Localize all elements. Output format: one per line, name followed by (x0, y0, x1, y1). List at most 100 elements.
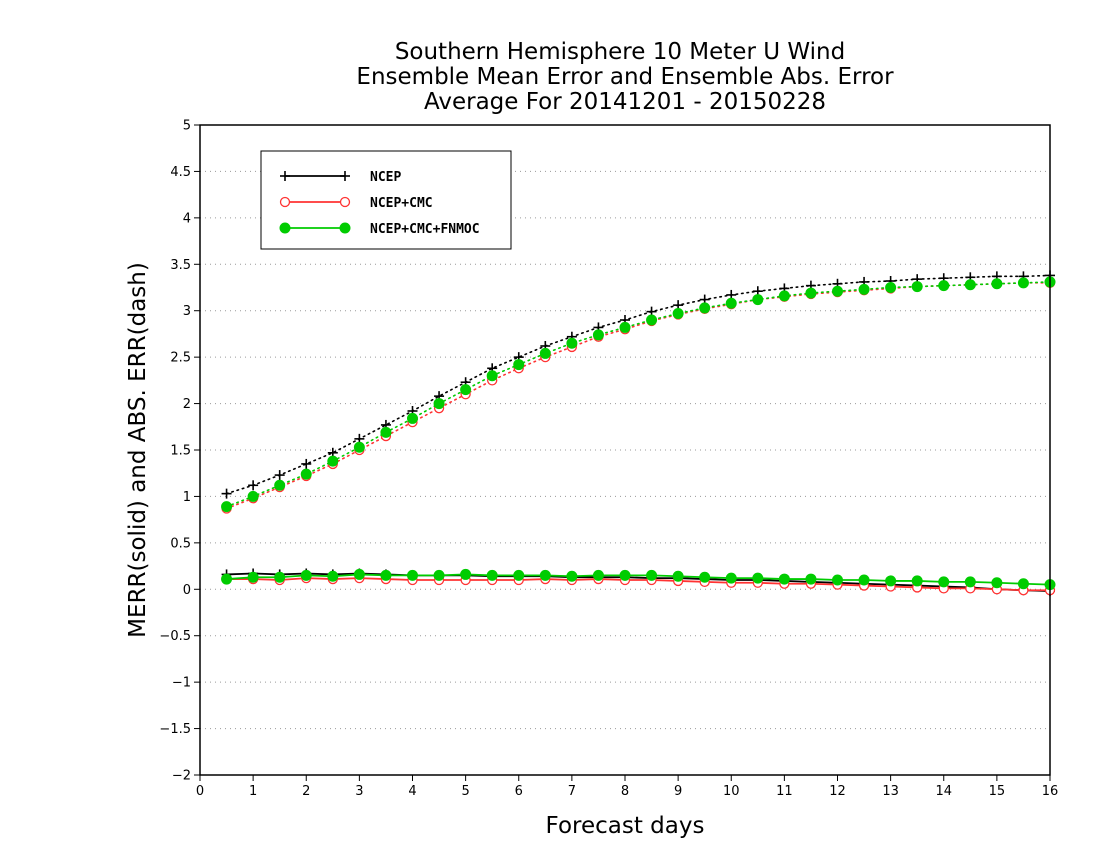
chart-title: Southern Hemisphere 10 Meter U Wind Ense… (356, 39, 894, 115)
abs-error-point (832, 285, 843, 297)
legend-item: NCEP+CMC+FNMOC (279, 222, 480, 237)
abs-error-point (592, 329, 604, 341)
mean-error-point (832, 574, 843, 586)
abs-error-point (380, 426, 392, 438)
mean-error-point (752, 572, 764, 584)
mean-error-point (646, 569, 658, 581)
y-tick-label: −0.5 (159, 629, 191, 644)
mean-error-point (274, 571, 286, 583)
mean-error-point (300, 569, 312, 581)
y-tick-label: 0 (183, 583, 191, 598)
y-tick-label: 4.5 (170, 165, 191, 180)
x-tick-label: 5 (461, 784, 469, 799)
abs-error-point (672, 308, 684, 319)
abs-error-point (646, 314, 658, 326)
legend-label: NCEP+CMC+FNMOC (370, 222, 480, 237)
legend-marker (280, 171, 290, 181)
mean-error-point (672, 570, 684, 582)
mean-error-point (885, 575, 897, 587)
abs-error-point (1017, 277, 1029, 289)
y-tick-label: 2.5 (170, 351, 191, 366)
legend-item: NCEP (280, 170, 401, 185)
series-ncep-cmc (221, 277, 1056, 596)
x-tick-label: 2 (302, 784, 310, 799)
x-tick-label: 12 (829, 784, 846, 799)
y-tick-label: −1 (172, 676, 191, 691)
x-tick-label: 9 (674, 784, 682, 799)
legend-marker (340, 171, 350, 181)
mean-error-point (938, 576, 950, 588)
y-tick-label: 0.5 (170, 536, 191, 551)
x-tick-label: 15 (989, 784, 1006, 799)
abs-error-point (725, 297, 737, 309)
y-tick-label: 3.5 (170, 258, 191, 273)
y-tick-label: −1.5 (159, 722, 191, 737)
legend-label: NCEP+CMC (370, 196, 433, 211)
mean-error-point (433, 569, 445, 581)
abs-error-point (938, 280, 950, 292)
mean-error-point (805, 573, 817, 585)
abs-error-point (301, 458, 312, 469)
mean-error-point (725, 572, 737, 584)
abs-error-point (327, 455, 339, 467)
mean-error-point (592, 569, 604, 581)
grid (200, 170, 1050, 730)
mean-error-point (619, 569, 631, 581)
abs-error-point (964, 279, 976, 291)
mean-error-point (699, 571, 711, 583)
abs-error-point (885, 282, 897, 293)
abs-error-point (513, 359, 525, 371)
mean-error-point (327, 570, 339, 582)
abs-error-point (353, 441, 365, 453)
legend-marker (279, 196, 291, 208)
y-tick-label: 3 (183, 304, 191, 319)
abs-error-point (911, 281, 923, 293)
x-tick-label: 4 (408, 784, 416, 799)
abs-error-point (274, 470, 285, 481)
abs-error-point (407, 412, 418, 424)
x-tick-label: 16 (1042, 784, 1059, 799)
y-axis-title: MERR(solid) and ABS. ERR(dash) (125, 262, 151, 638)
x-axis-title: Forecast days (546, 813, 705, 839)
mean-error-point (353, 568, 365, 580)
abs-error-point (539, 347, 551, 359)
legend-marker (339, 196, 351, 208)
y-tick-label: 5 (183, 119, 191, 134)
x-tick-label: 14 (935, 784, 952, 799)
x-tick-label: 1 (249, 784, 257, 799)
y-tick-label: −2 (172, 769, 191, 784)
abs-error-point (248, 480, 259, 491)
x-tick-label: 10 (723, 784, 740, 799)
mean-error-point (566, 570, 578, 582)
abs-error-point (300, 468, 312, 480)
mean-error-line-ncep-cmc (226, 577, 1050, 592)
abs-error-point (274, 479, 286, 491)
legend-marker (339, 222, 351, 234)
mean-error-point (858, 574, 870, 586)
abs-error-point (619, 321, 631, 333)
abs-error-point (858, 283, 870, 295)
abs-error-line-ncep-cmc (225, 282, 1051, 510)
series-ncep-cmc-fnmoc (221, 276, 1056, 591)
y-tick-label: 4 (183, 211, 191, 226)
x-tick-label: 13 (882, 784, 899, 799)
mean-error-point (1017, 578, 1029, 590)
mean-error-point (380, 569, 392, 581)
y-tick-label: 1.5 (170, 444, 191, 459)
x-tick-label: 7 (568, 784, 576, 799)
abs-error-point (433, 398, 445, 410)
abs-error-point (221, 501, 233, 513)
abs-error-point (805, 287, 817, 299)
legend-marker (279, 222, 291, 234)
mean-error-point (911, 575, 923, 587)
y-tick-label: 1 (183, 490, 191, 505)
series-ncep (221, 270, 1055, 597)
axes: −2−1.5−1−0.500.511.522.533.544.550 1 2 3 4 5 6… (159, 119, 1058, 800)
abs-error-point (486, 370, 498, 382)
x-tick-label: 0 (196, 784, 204, 799)
mean-error-point (539, 569, 551, 581)
mean-error-point (460, 568, 472, 580)
mean-error-point (247, 571, 259, 583)
mean-error-point (407, 569, 418, 581)
